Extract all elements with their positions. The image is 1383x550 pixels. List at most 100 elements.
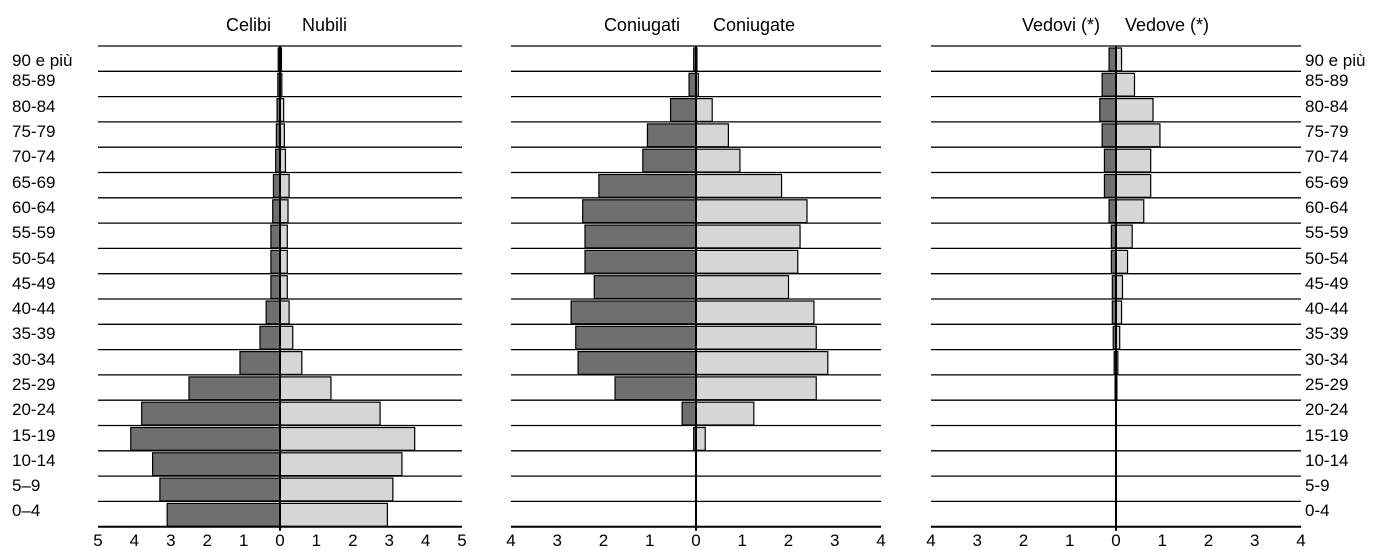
- x-tick-label: 2: [202, 531, 211, 550]
- bar-left: [681, 401, 697, 426]
- bar-left: [584, 249, 697, 274]
- x-tick-label: 4: [926, 531, 935, 550]
- x-tick-label: 5: [457, 531, 466, 550]
- age-label: 75-79: [12, 122, 55, 141]
- bar-right: [279, 376, 332, 401]
- bar-right: [695, 401, 755, 426]
- bar-right: [279, 401, 381, 426]
- x-tick-label: 2: [599, 531, 608, 550]
- age-label: 50-54: [12, 249, 55, 268]
- bar-right: [279, 173, 290, 198]
- bar-left: [270, 275, 281, 300]
- bar-right: [279, 199, 289, 224]
- pyramid-panel-3: 4 3 2 1 0 1 2 3 4: [926, 45, 1306, 550]
- panel-titles: Celibi Nubili Coniugati Coniugate Vedovi…: [226, 15, 1209, 35]
- bar-left: [593, 275, 697, 300]
- bar-right: [695, 351, 829, 376]
- bar-left: [582, 199, 697, 224]
- age-label: 45-49: [1305, 274, 1348, 293]
- x-tick-label: 2: [1204, 531, 1213, 550]
- x-tick-label: 3: [553, 531, 562, 550]
- panel-title-right: Vedove (*): [1125, 15, 1209, 35]
- age-label: 35-39: [12, 324, 55, 343]
- bar-right: [695, 123, 729, 148]
- bar-right: [279, 224, 288, 249]
- age-label: 45-49: [12, 274, 55, 293]
- bar-left: [270, 249, 281, 274]
- age-label: 85-89: [12, 71, 55, 90]
- age-label: 85-89: [1305, 71, 1348, 90]
- panel-title-right: Nubili: [302, 15, 347, 35]
- x-tick-label: 1: [312, 531, 321, 550]
- bar-left: [166, 502, 281, 527]
- x-tick-label: 0: [1111, 531, 1120, 550]
- bar-right: [695, 224, 801, 249]
- x-tick-label: 0: [691, 531, 700, 550]
- bar-right: [695, 97, 713, 122]
- age-label: 65-69: [1305, 173, 1348, 192]
- age-label: 55-59: [1305, 223, 1348, 242]
- age-label: 15-19: [1305, 426, 1348, 445]
- age-label: 90 e più: [1305, 51, 1366, 70]
- bar-left: [614, 376, 697, 401]
- bar-left: [265, 300, 281, 325]
- age-label: 40-44: [1305, 299, 1348, 318]
- age-label: 75-79: [1305, 122, 1348, 141]
- bar-left: [141, 401, 281, 426]
- bar-right: [695, 148, 741, 173]
- age-label: 40-44: [12, 299, 55, 318]
- left-age-labels: 0–4 5–9 10-14 15-19 20-24 25-29 30-34 35…: [12, 51, 73, 520]
- age-label: 10-14: [1305, 451, 1348, 470]
- bar-right: [1115, 224, 1133, 249]
- bar-left: [1099, 97, 1117, 122]
- x-tick-label: 2: [348, 531, 357, 550]
- age-label: 5–9: [12, 476, 40, 495]
- x-tick-label: 3: [166, 531, 175, 550]
- bar-right: [695, 426, 706, 451]
- bar-left: [570, 300, 697, 325]
- bar-right: [279, 325, 294, 350]
- bar-left: [270, 224, 281, 249]
- bar-right: [1115, 123, 1161, 148]
- age-label: 30-34: [12, 350, 55, 369]
- bar-right: [1115, 249, 1129, 274]
- age-label: 15-19: [12, 426, 55, 445]
- age-label: 0-4: [1305, 501, 1330, 520]
- age-label: 80-84: [1305, 97, 1348, 116]
- bar-left: [1108, 47, 1117, 72]
- age-label: 25-29: [12, 375, 55, 394]
- age-label: 65-69: [12, 173, 55, 192]
- bar-left: [1101, 123, 1117, 148]
- age-label: 20-24: [12, 400, 55, 419]
- bar-left: [159, 477, 281, 502]
- bar-right: [279, 300, 290, 325]
- age-label: 70-74: [1305, 147, 1348, 166]
- age-label: 10-14: [12, 451, 55, 470]
- bar-left: [272, 199, 281, 224]
- bar-left: [646, 123, 697, 148]
- bar-left: [688, 72, 697, 97]
- x-tick-label: 3: [830, 531, 839, 550]
- pyramid-panel-1: 5 4 3 2 1 0 1 2 3 4 5: [93, 45, 467, 550]
- bar-left: [584, 224, 697, 249]
- age-label: 60-64: [12, 198, 55, 217]
- bar-right: [279, 502, 388, 527]
- bar-right: [279, 275, 288, 300]
- x-tick-label: 3: [973, 531, 982, 550]
- x-tick-label: 2: [1019, 531, 1028, 550]
- bar-right: [1115, 199, 1145, 224]
- age-label: 25-29: [1305, 375, 1348, 394]
- age-label: 70-74: [12, 147, 55, 166]
- bar-right: [695, 376, 817, 401]
- bar-left: [575, 325, 697, 350]
- bar-left: [1103, 173, 1117, 198]
- panel-title-right: Coniugate: [713, 15, 795, 35]
- bar-right: [279, 452, 403, 477]
- bar-right: [279, 249, 288, 274]
- bar-left: [577, 351, 697, 376]
- x-tick-label: 4: [130, 531, 139, 550]
- x-tick-label: 2: [784, 531, 793, 550]
- bar-right: [1115, 148, 1152, 173]
- bar-left: [130, 426, 281, 451]
